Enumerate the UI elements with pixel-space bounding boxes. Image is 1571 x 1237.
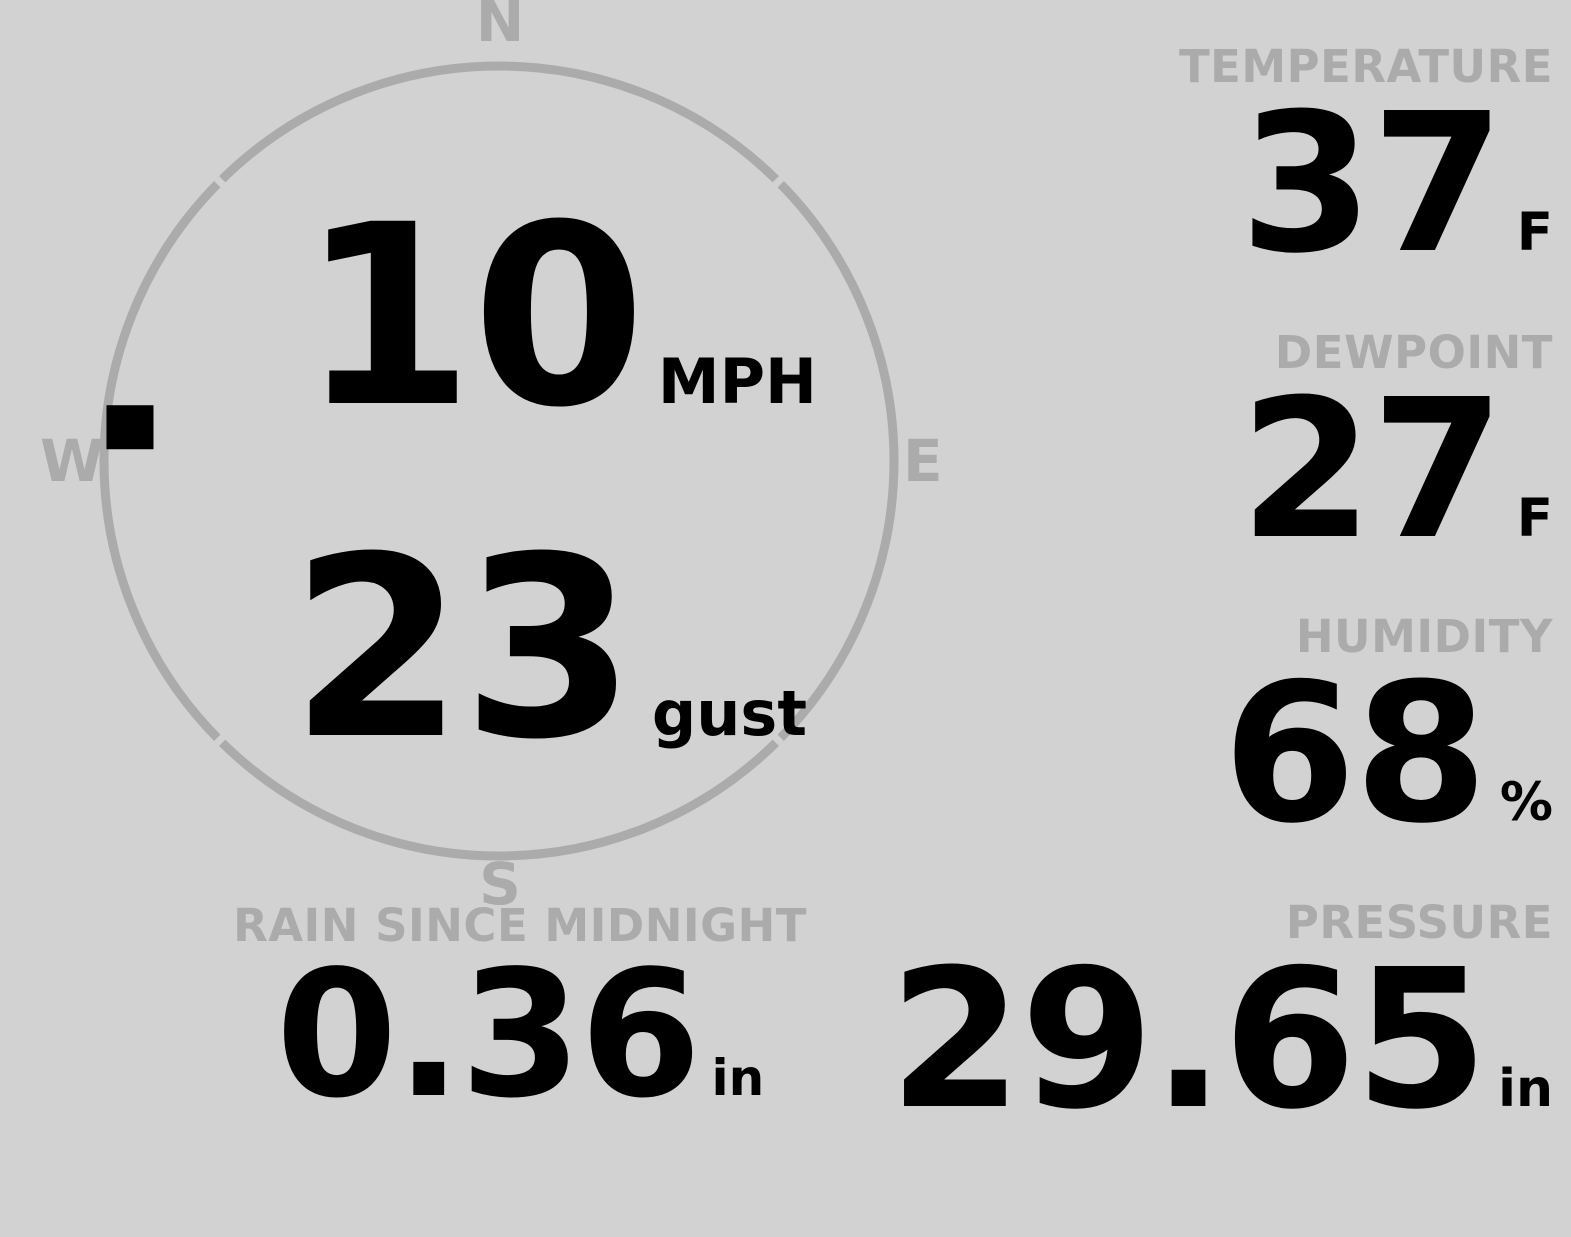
humidity-value-row: 68 % [1223,659,1553,851]
dewpoint-label: DEWPOINT [1274,326,1553,379]
pressure-value-row: 29.65 in [889,945,1553,1137]
readout-dewpoint: DEWPOINT 27 F [1240,330,1553,567]
temperature-unit: F [1516,202,1553,263]
rain-unit: in [711,1049,765,1107]
readout-temperature: TEMPERATURE 37 F [1179,44,1553,281]
pressure-unit: in [1498,1059,1553,1119]
rain-value: 0.36 [275,934,702,1137]
humidity-label: HUMIDITY [1295,610,1553,663]
readout-rain-since-midnight: RAIN SINCE MIDNIGHT 0.36 in [215,903,825,1123]
wind-gust-unit: gust [651,677,807,750]
compass-ring-circle [99,61,899,861]
wind-compass: N E S W 10 MPH 23 gust [0,0,1000,920]
humidity-value: 68 [1222,643,1488,866]
wind-gust-value: 23 [290,503,636,794]
wind-speed-readout: 10 MPH [300,192,817,442]
dewpoint-value-row: 27 F [1240,375,1553,567]
temperature-value: 37 [1239,73,1505,296]
compass-dial-svg [99,61,899,861]
wind-speed-value: 10 [300,171,646,462]
dewpoint-unit: F [1516,488,1553,549]
compass-tick-marks [214,176,784,746]
compass-label-west: W [40,427,104,495]
wind-direction-marker [106,405,154,450]
temperature-value-row: 37 F [1179,89,1553,281]
wind-speed-unit: MPH [657,345,817,418]
compass-label-south: S [479,850,521,918]
pressure-label: PRESSURE [1285,896,1553,949]
pressure-value: 29.65 [888,929,1488,1152]
wind-gust-readout: 23 gust [290,524,807,774]
rain-label: RAIN SINCE MIDNIGHT [233,899,807,952]
readout-pressure: PRESSURE 29.65 in [889,900,1553,1137]
dewpoint-value: 27 [1239,359,1505,582]
humidity-unit: % [1499,772,1553,833]
temperature-label: TEMPERATURE [1178,40,1553,93]
compass-label-east: E [903,427,943,495]
compass-label-north: N [475,0,525,55]
rain-value-row: 0.36 in [215,948,825,1123]
readout-humidity: HUMIDITY 68 % [1223,614,1553,851]
